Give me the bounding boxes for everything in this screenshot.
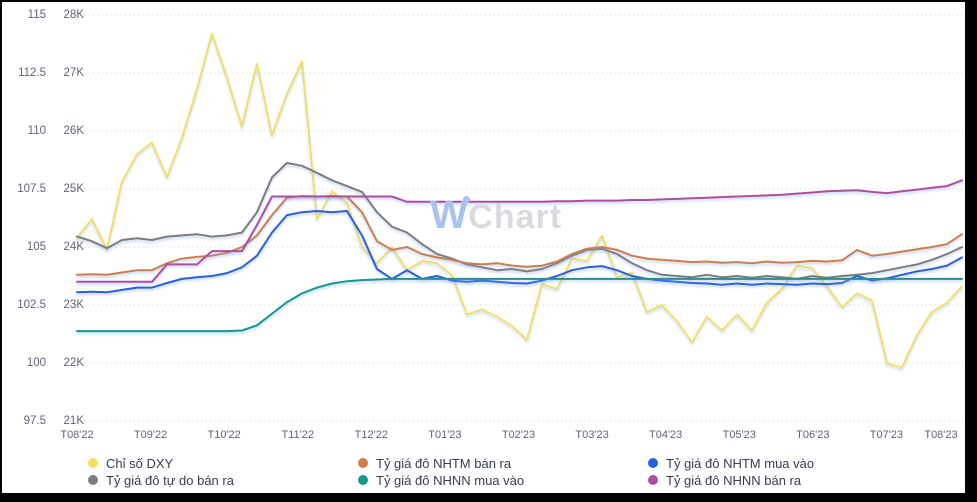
legend-item-nhtm_mua_vao[interactable]: Tỷ giá đô NHTM mua vào	[648, 455, 814, 471]
x-axis-tick: T10'22	[207, 429, 241, 441]
y-axis-dxy-tick: 97.5	[23, 415, 46, 427]
y-axis-rate-tick: 23K	[63, 299, 84, 311]
legend-label: Chỉ số DXY	[106, 455, 174, 471]
y-axis-rate-tick: 25K	[63, 183, 84, 195]
series-line-tu_do_ban_ra	[76, 161, 963, 280]
x-axis-tick: T11'22	[281, 429, 314, 441]
legend-item-nhnn_ban_ra[interactable]: Tỷ giá đô NHNN bán ra	[648, 472, 801, 488]
legend-item-dxy[interactable]: Chỉ số DXY	[88, 455, 173, 471]
series-line-nhtm_mua_vao	[76, 210, 963, 294]
y-axis-rate-tick: 27K	[63, 67, 84, 79]
legend-label: Tỷ giá đô NHTM mua vào	[666, 455, 815, 471]
x-axis-tick: T01'23	[428, 429, 462, 441]
watermark-dot-icon	[463, 196, 470, 203]
y-axis-dxy-tick: 100	[26, 357, 46, 369]
wichart-watermark: W Chart	[430, 193, 562, 238]
y-axis-dxy-tick: 102.5	[17, 299, 46, 311]
legend-marker-icon	[88, 458, 98, 468]
watermark-w-letter: W	[430, 193, 469, 237]
x-axis-tick: T06'23	[796, 429, 830, 441]
x-axis-tick: T07'23	[869, 429, 904, 441]
legend-marker-icon	[648, 458, 658, 468]
series-line-dxy	[76, 32, 963, 369]
series-line-nhtm_ban_ra	[76, 195, 963, 276]
x-axis-tick: T04'23	[649, 429, 683, 441]
legend-label: Tỷ giá đô NHNN mua vào	[376, 472, 525, 488]
legend-item-tu_do_ban_ra[interactable]: Tỷ giá đô tự do bán ra	[88, 472, 234, 488]
series-line-nhnn_mua_vao	[76, 277, 963, 333]
legend-label: Tỷ giá đô tự do bán ra	[106, 472, 234, 488]
y-axis-dxy-tick: 112.5	[18, 67, 46, 79]
y-axis-rate-tick: 21K	[63, 415, 84, 427]
x-axis-tick: T08'22	[60, 429, 94, 441]
legend-item-nhnn_mua_vao[interactable]: Tỷ giá đô NHNN mua vào	[358, 472, 524, 488]
legend-label: Tỷ giá đô NHNN bán ra	[666, 472, 802, 488]
y-axis-rate-tick: 28K	[63, 9, 84, 21]
series-line-nhnn_ban_ra	[76, 179, 963, 283]
exchange-rate-dxy-chart	[66, 14, 963, 422]
chart-canvas: 115 112.5 110 107.5 105 102.5 100 97.5 28K 27K 26…	[2, 2, 965, 493]
legend-marker-icon	[648, 475, 658, 485]
x-axis-tick: T02'23	[501, 429, 536, 441]
legend-marker-icon	[358, 458, 368, 468]
y-axis-dxy-tick: 110	[27, 125, 46, 137]
legend-label: Tỷ giá đô NHTM bán ra	[376, 455, 512, 471]
y-axis-dxy-tick: 115	[27, 9, 46, 21]
x-axis-tick: T03'23	[575, 429, 609, 441]
legend-item-nhtm_ban_ra[interactable]: Tỷ giá đô NHTM bán ra	[358, 455, 511, 471]
x-axis-tick: T08'23	[924, 429, 958, 441]
legend-marker-icon	[88, 475, 98, 485]
y-axis-rate-tick: 26K	[63, 125, 84, 137]
y-axis-dxy-tick: 105	[26, 241, 46, 253]
x-axis-tick: T09'22	[133, 429, 168, 441]
x-axis-tick: T12'22	[354, 429, 388, 441]
x-axis-tick: T05'23	[722, 429, 756, 441]
watermark-brand-text: Chart	[468, 198, 563, 236]
legend-marker-icon	[358, 475, 368, 485]
y-axis-rate-tick: 24K	[63, 241, 84, 253]
y-axis-rate-tick: 22K	[63, 357, 84, 369]
y-axis-dxy-tick: 107.5	[17, 183, 46, 195]
